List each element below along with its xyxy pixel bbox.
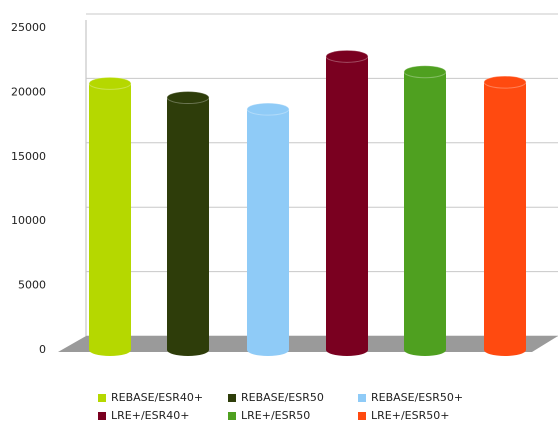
bar bbox=[483, 75, 527, 356]
legend-swatch bbox=[98, 412, 106, 420]
legend-label: REBASE/ESR50+ bbox=[371, 391, 463, 404]
bar bbox=[325, 49, 369, 356]
bar-body bbox=[89, 83, 131, 350]
y-tick-label: 20000 bbox=[11, 85, 46, 98]
bar-body bbox=[167, 97, 209, 350]
bar bbox=[88, 76, 132, 356]
bar-body bbox=[404, 71, 446, 351]
bar-shade bbox=[484, 82, 526, 350]
bar bbox=[166, 91, 210, 356]
bar-body bbox=[247, 109, 289, 350]
legend-swatch bbox=[228, 394, 236, 402]
y-tick-label: 15000 bbox=[11, 150, 46, 163]
bar-shade bbox=[89, 83, 131, 350]
legend-swatch bbox=[358, 394, 366, 402]
legend-label: REBASE/ESR40+ bbox=[111, 391, 203, 404]
legend-label: REBASE/ESR50 bbox=[241, 391, 324, 404]
bar-body bbox=[484, 82, 526, 350]
legend-swatch bbox=[98, 394, 106, 402]
bar-shade bbox=[167, 98, 209, 350]
bar-shade bbox=[404, 72, 446, 350]
bar-top bbox=[403, 65, 447, 79]
legend-swatch bbox=[358, 412, 366, 420]
bar-body bbox=[326, 56, 368, 350]
bar-top bbox=[483, 75, 527, 89]
legend-label: LRE+/ESR50+ bbox=[371, 409, 449, 421]
legend-label: LRE+/ESR40+ bbox=[111, 409, 189, 421]
bar-shade bbox=[326, 56, 368, 350]
bar-top bbox=[166, 91, 210, 105]
y-tick-label: 5000 bbox=[18, 279, 46, 292]
y-tick-label: 0 bbox=[39, 343, 46, 356]
bar-top bbox=[325, 49, 369, 63]
bar bbox=[403, 65, 447, 356]
legend-label: LRE+/ESR50 bbox=[241, 409, 310, 421]
floor bbox=[58, 336, 558, 352]
bar-top bbox=[88, 76, 132, 90]
legend-swatch bbox=[228, 412, 236, 420]
bar-shade bbox=[247, 109, 289, 350]
bar bbox=[246, 102, 290, 356]
bar-top bbox=[246, 102, 290, 116]
y-tick-label: 10000 bbox=[11, 214, 46, 227]
y-tick-label: 25000 bbox=[11, 21, 46, 34]
